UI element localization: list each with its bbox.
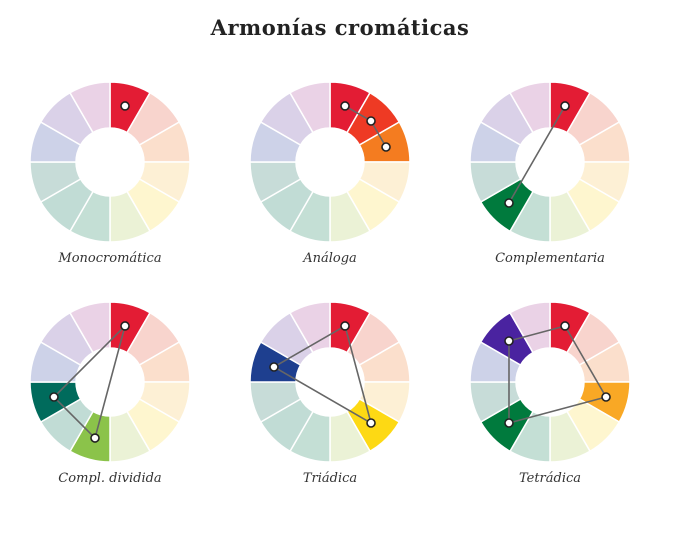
harmony-marker [504,336,514,346]
wheel-caption: Triádica [303,471,357,486]
harmony-marker [381,142,391,152]
color-wheel: Monocromática [29,81,191,266]
wheel-caption: Análoga [302,251,357,266]
harmony-marker [269,362,279,372]
harmony-marker [120,101,130,111]
harmony-connector-line [53,396,96,439]
color-wheel: Análoga [249,81,411,266]
harmony-connector-line [344,105,372,122]
color-wheel: Tetrádica [469,301,631,486]
harmony-connector-line [273,366,372,424]
harmony-connector-line [508,325,566,342]
harmony-connector-line [508,396,607,424]
harmony-marker [560,321,570,331]
harmony-marker [504,198,514,208]
wheel-caption: Monocromática [57,251,161,266]
harmony-marker [366,418,376,428]
harmony-connector-line [53,325,126,398]
harmony-marker [560,101,570,111]
wheel-segment [68,81,111,134]
page-title: Armonías cromáticas [210,15,470,40]
harmony-connector-line [273,325,346,368]
harmony-connector-line [370,120,387,148]
wheel-segment [68,301,111,354]
harmony-marker [601,392,611,402]
color-wheel: Complementaria [469,81,631,266]
wheel-caption: Compl. dividida [58,471,161,486]
harmony-connector-line [508,105,566,204]
wheel-caption: Complementaria [495,251,605,266]
wheel-caption: Tetrádica [519,471,581,486]
color-wheel: Compl. dividida [29,301,191,486]
harmony-marker [90,433,100,443]
harmony-marker [504,418,514,428]
harmony-marker [120,321,130,331]
harmony-connector-line [94,325,126,439]
wheel-segment [288,81,331,134]
harmony-marker [340,321,350,331]
wheel-segment [508,301,551,354]
harmony-connector-line [564,325,607,398]
wheel-segment [508,81,551,134]
harmony-connector-line [344,325,372,424]
harmony-marker [366,116,376,126]
harmony-marker [49,392,59,402]
color-wheel: Triádica [249,301,411,486]
harmony-marker [340,101,350,111]
